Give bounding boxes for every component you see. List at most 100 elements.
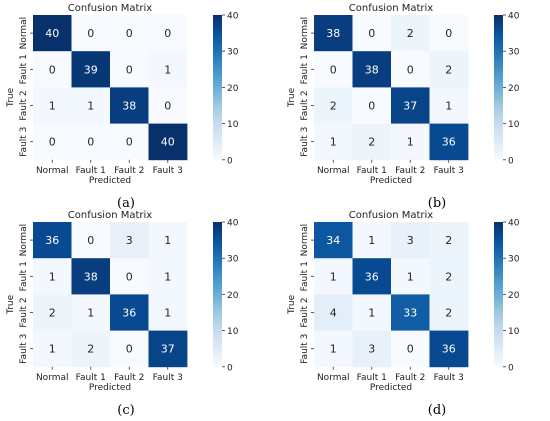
colorbar-tick-label: 20: [227, 84, 239, 94]
cell-value-label: 0: [407, 343, 414, 356]
heatmap-cell: [391, 258, 430, 295]
heatmap-cell: [148, 222, 188, 259]
heatmap-cell: [148, 258, 188, 295]
cell-value-label: 0: [126, 27, 133, 40]
cell-value-label: 1: [407, 136, 414, 149]
heatmap-cell: [391, 123, 430, 161]
panel-label: (d): [428, 403, 446, 418]
heatmap-cell: [352, 87, 392, 124]
cell-value-label: 36: [122, 307, 136, 320]
x-tick-label: Fault 1: [357, 373, 387, 383]
colorbar-tick-label: 30: [227, 48, 239, 58]
cell-value-label: 34: [326, 234, 340, 247]
cell-value-label: 36: [442, 343, 456, 356]
cell-value-label: 40: [161, 136, 175, 149]
heatmap-cell: [352, 330, 392, 368]
chart-title: Confusion Matrix: [68, 3, 152, 14]
x-axis-label: Predicted: [89, 176, 131, 186]
cell-value-label: 0: [49, 136, 56, 149]
y-tick-label: Fault 1: [300, 261, 310, 291]
x-tick-label: Normal: [36, 373, 69, 383]
cell-value-label: 38: [365, 63, 379, 76]
cell-value-label: 0: [87, 27, 94, 40]
colorbar-tick-label: 30: [508, 255, 520, 265]
heatmap-cell: [429, 87, 469, 124]
heatmap-cell: [391, 87, 430, 124]
heatmap-cell: [352, 222, 392, 259]
y-tick-label: Normal: [300, 17, 310, 50]
x-tick-label: Normal: [36, 166, 69, 176]
colorbar-tick-label: 10: [227, 327, 239, 337]
heatmap-cell: [352, 258, 392, 295]
cell-value-label: 3: [126, 234, 133, 247]
panel-label: (a): [117, 196, 135, 211]
cell-value-label: 1: [49, 270, 56, 283]
heatmap-cell: [71, 258, 111, 295]
cell-value-label: 2: [445, 63, 452, 76]
colorbar-tick-label: 20: [508, 291, 520, 301]
y-tick-label: Fault 2: [19, 297, 29, 327]
heatmap-cell: [314, 222, 353, 259]
heatmap-cell: [429, 15, 469, 52]
heatmap-cell: [314, 330, 353, 368]
cell-value-label: 2: [445, 234, 452, 247]
heatmap-cell: [429, 330, 469, 368]
heatmap-cell: [314, 51, 353, 88]
x-tick-label: Fault 3: [434, 373, 464, 383]
colorbar-tick-label: 40: [227, 12, 239, 22]
cell-value-label: 1: [164, 63, 171, 76]
x-tick-label: Fault 1: [76, 373, 106, 383]
heatmap-cell: [110, 258, 149, 295]
heatmap-cell: [110, 15, 149, 52]
heatmap-cell: [352, 294, 392, 331]
cell-value-label: 3: [368, 343, 375, 356]
cell-value-label: 0: [445, 27, 452, 40]
heatmap-cell: [429, 294, 469, 331]
cell-value-label: 36: [45, 234, 59, 247]
cell-value-label: 0: [126, 63, 133, 76]
cell-value-label: 38: [84, 270, 98, 283]
heatmap-cell: [314, 294, 353, 331]
x-tick-label: Fault 2: [114, 166, 144, 176]
colorbar-tick-label: 10: [227, 120, 239, 130]
panel-label: (b): [428, 196, 446, 211]
heatmap-cell: [71, 51, 111, 88]
cell-value-label: 0: [126, 270, 133, 283]
cell-value-label: 0: [164, 27, 171, 40]
cell-value-label: 0: [368, 27, 375, 40]
colorbar-tick-label: 40: [508, 12, 520, 22]
y-tick-label: Fault 3: [300, 127, 310, 157]
chart-title: Confusion Matrix: [68, 210, 152, 221]
colorbar-tick-label: 0: [508, 363, 514, 373]
heatmap-cell: [110, 87, 149, 124]
heatmap-cell: [314, 123, 353, 161]
cell-value-label: 0: [330, 63, 337, 76]
x-axis-label: Predicted: [370, 176, 412, 186]
heatmap-cell: [148, 294, 188, 331]
heatmap-cell: [391, 51, 430, 88]
cell-value-label: 1: [164, 307, 171, 320]
cell-value-label: 1: [87, 100, 94, 113]
cell-value-label: 2: [368, 136, 375, 149]
colorbar: [494, 222, 503, 367]
y-tick-label: Fault 2: [300, 90, 310, 120]
cell-value-label: 0: [164, 100, 171, 113]
colorbar-tick-label: 20: [227, 291, 239, 301]
cell-value-label: 4: [330, 307, 337, 320]
cell-value-label: 1: [368, 234, 375, 247]
x-tick-label: Fault 3: [153, 373, 183, 383]
cell-value-label: 2: [445, 270, 452, 283]
heatmap-cell: [429, 222, 469, 259]
cell-value-label: 38: [326, 27, 340, 40]
heatmap-cell: [33, 294, 72, 331]
y-tick-label: Fault 1: [19, 54, 29, 84]
colorbar-tick-label: 0: [508, 156, 514, 166]
colorbar-tick-label: 30: [227, 255, 239, 265]
cell-value-label: 2: [49, 307, 56, 320]
cell-value-label: 0: [87, 234, 94, 247]
heatmap-cell: [314, 87, 353, 124]
